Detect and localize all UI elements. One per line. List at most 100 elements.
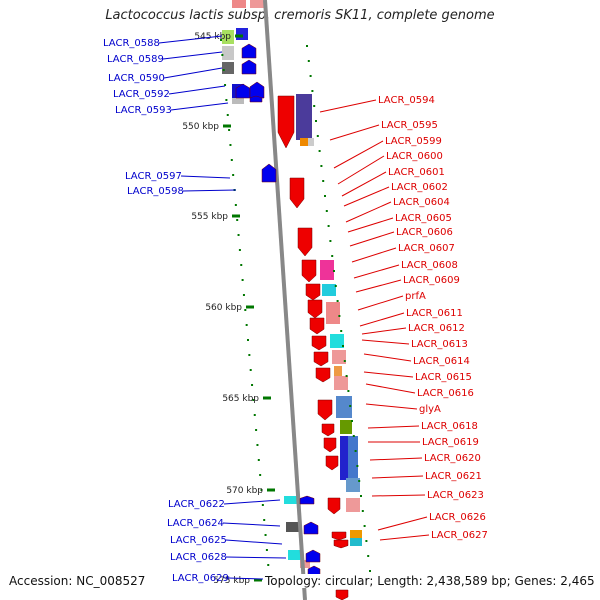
- accession-text: Accession: NC_008527: [9, 574, 148, 588]
- feature-box: [232, 0, 246, 8]
- reverse-gene-leader: [163, 67, 223, 79]
- feature-box: [288, 550, 302, 560]
- forward-gene-label: LACR_0613: [411, 339, 468, 350]
- feature-box: [222, 46, 234, 60]
- reverse-gene-label: LACR_0628: [170, 552, 227, 563]
- forward-gene-arrow: [301, 259, 317, 283]
- reverse-gene-arrow: [249, 81, 265, 99]
- forward-gene-label: LACR_0626: [429, 512, 486, 523]
- forward-gene-arrow: [277, 95, 295, 149]
- forward-gene-label: prfA: [405, 291, 426, 302]
- feature-box: [346, 498, 360, 512]
- feature-box: [334, 366, 342, 376]
- forward-gene-arrow: [313, 351, 329, 367]
- forward-gene-leader: [337, 155, 385, 185]
- reverse-gene-leader: [162, 51, 223, 60]
- feature-box: [284, 496, 298, 504]
- forward-gene-leader: [369, 457, 423, 461]
- forward-gene-label: LACR_0606: [396, 227, 453, 238]
- forward-gene-arrow: [327, 497, 341, 515]
- forward-gene-leader: [343, 186, 390, 207]
- forward-gene-label: LACR_0621: [425, 471, 482, 482]
- reverse-gene-leader: [180, 175, 231, 179]
- forward-gene-leader: [329, 124, 380, 141]
- forward-gene-arrow: [309, 317, 325, 335]
- forward-gene-label: LACR_0620: [424, 453, 481, 464]
- forward-gene-label: LACR_0614: [413, 356, 470, 367]
- reverse-gene-label: LACR_0624: [167, 518, 224, 529]
- reverse-gene-leader: [225, 556, 287, 559]
- forward-gene-label: LACR_0627: [431, 530, 488, 541]
- reverse-gene-leader: [168, 85, 226, 95]
- genome-summary-text: Topology: circular; Length: 2,438,589 bp…: [263, 574, 595, 588]
- forward-gene-label: LACR_0619: [422, 437, 479, 448]
- forward-gene-label: LACR_0611: [406, 308, 463, 319]
- forward-gene-leader: [365, 383, 416, 394]
- reverse-gene-leader: [182, 189, 237, 192]
- tick-label: 560 kbp: [205, 303, 242, 313]
- forward-gene-arrow: [305, 283, 321, 301]
- reverse-gene-arrow: [305, 549, 321, 563]
- forward-gene-label: LACR_0609: [403, 275, 460, 286]
- reverse-gene-label: LACR_0588: [103, 38, 160, 49]
- reverse-gene-label: LACR_0597: [125, 171, 182, 182]
- forward-gene-label: LACR_0608: [401, 260, 458, 271]
- forward-gene-leader: [367, 425, 420, 429]
- reverse-gene-label: LACR_0629: [172, 573, 229, 584]
- feature-box: [336, 396, 352, 418]
- forward-gene-arrow: [321, 423, 335, 437]
- forward-gene-label: LACR_0607: [398, 243, 455, 254]
- forward-gene-leader: [371, 494, 426, 497]
- reverse-gene-label: LACR_0622: [168, 499, 225, 510]
- reverse-gene-arrow: [241, 59, 257, 75]
- forward-gene-arrow: [289, 177, 305, 209]
- reverse-gene-label: LACR_0593: [115, 105, 172, 116]
- feature-box: [236, 28, 248, 40]
- forward-gene-leader: [349, 231, 395, 247]
- feature-box: [322, 284, 336, 296]
- feature-box: [300, 560, 310, 568]
- forward-gene-label: LACR_0602: [391, 182, 448, 193]
- forward-gene-leader: [363, 353, 412, 362]
- reverse-gene-leader: [225, 539, 283, 545]
- forward-gene-leader: [351, 247, 397, 263]
- genome-backbone: [263, 0, 307, 600]
- reverse-gene-label: LACR_0589: [107, 54, 164, 65]
- forward-gene-leader: [359, 312, 405, 327]
- feature-box: [300, 138, 308, 146]
- feature-box: [340, 436, 350, 480]
- forward-gene-arrow: [307, 299, 323, 319]
- reverse-gene-leader: [222, 522, 281, 527]
- reverse-gene-arrow: [303, 521, 319, 535]
- forward-gene-label: LACR_0605: [395, 213, 452, 224]
- forward-gene-leader: [377, 516, 428, 531]
- forward-gene-arrow: [315, 367, 331, 383]
- forward-gene-leader: [347, 217, 394, 233]
- forward-gene-arrow: [297, 227, 313, 257]
- tick-label: 570 kbp: [226, 486, 263, 496]
- forward-gene-leader: [353, 264, 400, 279]
- forward-gene-label: LACR_0616: [417, 388, 474, 399]
- feature-box: [320, 260, 334, 280]
- forward-gene-leader: [361, 339, 410, 345]
- forward-gene-label: LACR_0604: [393, 197, 450, 208]
- feature-box: [334, 376, 348, 390]
- feature-box: [350, 530, 362, 538]
- feature-box: [286, 522, 300, 532]
- forward-gene-leader: [363, 371, 414, 378]
- forward-gene-arrow: [311, 335, 327, 351]
- forward-gene-label: LACR_0612: [408, 323, 465, 334]
- forward-gene-leader: [333, 140, 384, 169]
- reverse-gene-leader: [223, 499, 281, 505]
- forward-gene-label: LACR_0600: [386, 151, 443, 162]
- tick-label: 565 kbp: [222, 394, 259, 404]
- reverse-gene-arrow: [299, 495, 315, 505]
- forward-gene-labels: LACR_0594 LACR_0595 LACR_0599 LACR_0600 LACR…: [319, 95, 488, 541]
- forward-gene-label: LACR_0594: [378, 95, 435, 106]
- feature-box: [330, 334, 344, 348]
- feature-box: [308, 138, 314, 146]
- reverse-gene-labels: LACR_0588 LACR_0589 LACR_0590 LACR_0592 LACR…: [103, 35, 297, 584]
- feature-box: [350, 538, 362, 546]
- forward-gene-label: LACR_0618: [421, 421, 478, 432]
